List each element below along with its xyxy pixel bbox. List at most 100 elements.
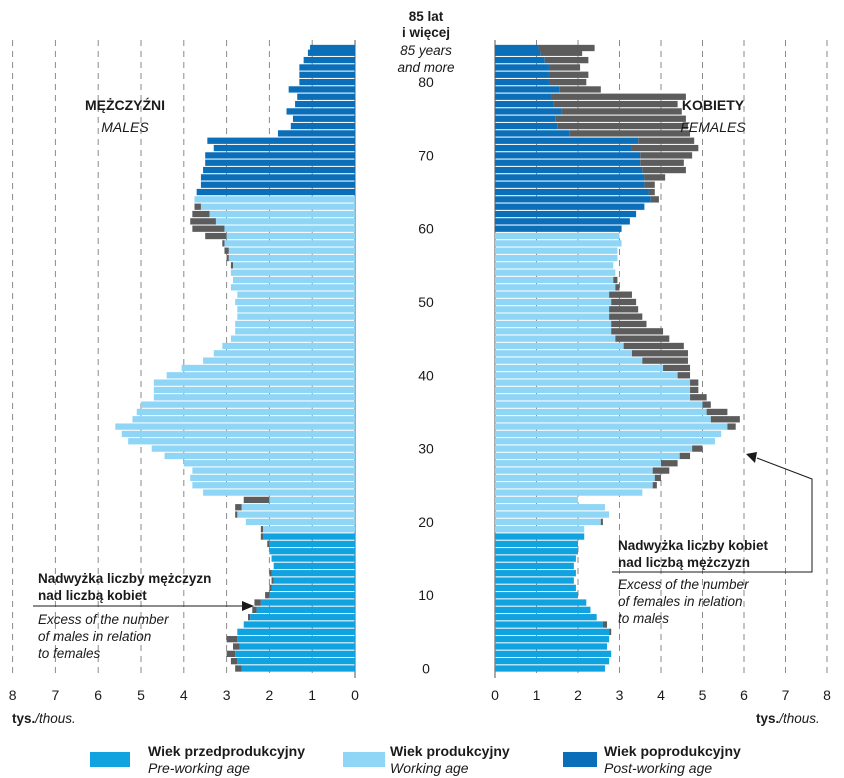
bar-females-excess-age-51 [609, 291, 632, 298]
bar-males-age-70 [205, 152, 355, 159]
bar-females-age-23 [495, 496, 578, 504]
bar-females-age-9 [495, 599, 587, 606]
bar-females-age-43 [495, 350, 632, 357]
bar-females-age-51 [495, 291, 610, 298]
bar-females-excess-age-78 [551, 93, 686, 100]
bar-males-age-56 [228, 254, 355, 262]
bar-females-age-42 [495, 357, 643, 364]
bar-females-age-35 [495, 408, 707, 416]
bar-males-excess-age-12 [271, 577, 274, 584]
bar-females-age-64 [495, 196, 651, 203]
bar-males-excess-age-23 [243, 496, 270, 504]
bar-females-excess-age-53 [613, 276, 618, 284]
bar-females-excess-age-28 [661, 460, 678, 467]
bar-males-age-64 [194, 196, 355, 203]
bar-males-age-43 [213, 350, 355, 357]
bar-females-age-4 [495, 636, 610, 643]
age-tick-label: 0 [422, 661, 430, 677]
bar-females-excess-age-26 [654, 474, 661, 482]
bar-females-age-22 [495, 504, 605, 511]
bar-females-age-6 [495, 621, 603, 628]
left-annotation-line4: of males in relation [38, 629, 151, 644]
bar-males-age-68 [203, 166, 355, 174]
bar-females-age-8 [495, 606, 591, 614]
bar-females-excess-age-30 [692, 445, 703, 452]
bar-females-age-55 [495, 262, 614, 269]
bar-females-age-61 [495, 218, 630, 225]
legend-label-post-working-en: Post-working age [604, 760, 712, 776]
bar-females-age-13 [495, 570, 576, 577]
bar-males-age-83 [303, 56, 355, 64]
bar-females-excess-age-69 [640, 159, 684, 166]
bar-males-age-11 [271, 584, 355, 592]
bar-males-age-78 [297, 93, 355, 100]
bar-females-excess-age-52 [615, 284, 620, 291]
bar-males-age-80 [299, 78, 355, 86]
bar-females-age-83 [495, 56, 545, 64]
top-age-label-line3: 85 years [400, 43, 452, 58]
left-subtitle: MALES [101, 119, 149, 135]
bar-males-excess-age-56 [226, 254, 229, 262]
left-title: MĘŻCZYŹNI [85, 97, 165, 113]
bar-males-age-82 [299, 64, 355, 71]
bar-females-age-50 [495, 298, 612, 306]
bar-females-excess-age-72 [638, 137, 695, 144]
bar-females-excess-age-45 [615, 335, 670, 342]
bar-females-excess-age-39 [690, 379, 699, 386]
bar-males-age-21 [237, 511, 355, 518]
bar-females-age-85+ [495, 44, 539, 52]
bar-females-excess-age-36 [702, 401, 711, 408]
bar-females-age-10 [495, 592, 578, 599]
bar-males-age-63 [200, 203, 355, 210]
bar-females-excess-age-42 [642, 357, 688, 364]
bar-females-age-48 [495, 313, 610, 320]
bar-females-age-1 [495, 658, 610, 665]
bar-females-excess-age-85+ [538, 44, 595, 52]
x-tick-label-females: 4 [657, 687, 665, 703]
bar-males-age-81 [299, 71, 355, 78]
bar-females-age-38 [495, 386, 691, 394]
bar-males-age-20 [245, 518, 355, 526]
bar-males-age-29 [164, 452, 355, 460]
bar-males-age-9 [260, 599, 355, 606]
bar-females-age-77 [495, 100, 554, 108]
bar-males-age-37 [153, 394, 355, 401]
bar-males-excess-age-7 [248, 614, 251, 621]
bar-males-age-49 [237, 306, 355, 313]
bar-males-age-61 [215, 218, 355, 225]
bar-females-excess-age-46 [611, 328, 664, 335]
bar-males-excess-age-13 [269, 570, 272, 577]
bar-females-excess-age-37 [690, 394, 707, 401]
bar-females-excess-age-76 [561, 108, 682, 115]
bar-females-age-79 [495, 86, 560, 93]
bar-males-age-73 [277, 130, 355, 137]
bar-females-age-20 [495, 518, 601, 526]
top-age-label-line2: i więcej [402, 25, 450, 40]
bar-males-excess-age-8 [252, 606, 257, 614]
legend-label-pre-working-en: Pre-working age [148, 760, 250, 776]
bar-males-excess-age-61 [190, 218, 216, 225]
legend-swatch-post-working [563, 752, 597, 767]
bar-males-age-0 [241, 665, 355, 672]
bar-females-age-24 [495, 489, 643, 496]
bar-males-age-30 [151, 445, 355, 452]
bar-males-age-48 [237, 313, 355, 320]
bar-females-age-15 [495, 555, 576, 562]
bar-males-age-26 [190, 474, 355, 482]
bar-females-age-63 [495, 203, 645, 210]
bar-males-age-4 [237, 636, 355, 643]
bar-females-excess-age-70 [640, 152, 693, 159]
left-unit-label: tys./thous. [12, 711, 76, 726]
bar-females-age-3 [495, 643, 608, 650]
bar-females-age-40 [495, 372, 678, 379]
left-annotation-line5: to females [38, 646, 101, 661]
bar-males-age-57 [228, 247, 355, 254]
bar-females-age-19 [495, 526, 585, 533]
bar-females-age-32 [495, 430, 722, 438]
bar-females-age-52 [495, 284, 616, 291]
bar-males-age-46 [235, 328, 355, 335]
bar-females-excess-age-49 [609, 306, 639, 313]
x-tick-label-females: 0 [491, 687, 499, 703]
left-annotation-arrowhead [242, 601, 254, 611]
bar-females-excess-age-44 [623, 342, 684, 350]
